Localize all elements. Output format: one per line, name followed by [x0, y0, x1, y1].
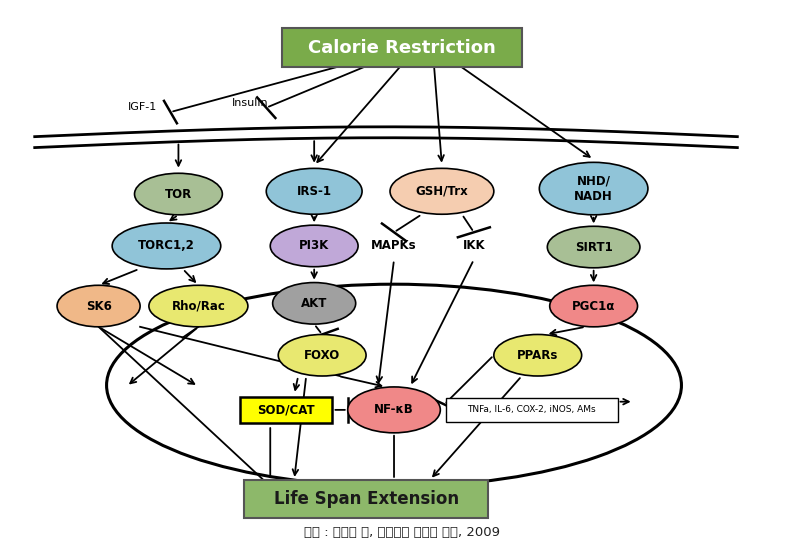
Text: Calorie Restriction: Calorie Restriction [308, 39, 495, 57]
Text: SOD/CAT: SOD/CAT [257, 404, 315, 416]
Text: MAPKs: MAPKs [371, 240, 416, 252]
Ellipse shape [57, 285, 140, 327]
Text: TOR: TOR [165, 188, 192, 200]
Text: IRS-1: IRS-1 [296, 185, 332, 198]
Text: TORC1,2: TORC1,2 [138, 240, 194, 252]
Text: SIRT1: SIRT1 [574, 241, 612, 253]
FancyBboxPatch shape [244, 480, 487, 518]
Ellipse shape [347, 387, 440, 433]
Text: AKT: AKT [300, 297, 327, 310]
Text: Rho/Rac: Rho/Rac [171, 300, 225, 312]
Text: PPARs: PPARs [516, 349, 558, 362]
Text: IGF-1: IGF-1 [128, 102, 157, 112]
Text: SK6: SK6 [86, 300, 112, 312]
Text: Insulin: Insulin [232, 98, 268, 108]
Bar [446, 397, 617, 422]
Ellipse shape [134, 173, 222, 215]
Ellipse shape [266, 168, 361, 214]
Ellipse shape [270, 225, 357, 267]
Ellipse shape [539, 162, 647, 215]
Ellipse shape [278, 335, 365, 376]
Ellipse shape [547, 226, 639, 268]
Ellipse shape [272, 283, 355, 324]
Ellipse shape [149, 285, 247, 327]
FancyBboxPatch shape [282, 28, 521, 67]
Text: PGC1α: PGC1α [571, 300, 614, 312]
Text: Life Span Extension: Life Span Extension [273, 490, 458, 508]
Ellipse shape [389, 168, 493, 214]
Text: 출처 : 정해영 등, 분자세포 생물학 뉴스, 2009: 출처 : 정해영 등, 분자세포 생물학 뉴스, 2009 [304, 526, 499, 539]
Text: GSH/Trx: GSH/Trx [415, 185, 467, 198]
Bar [240, 397, 332, 423]
Ellipse shape [549, 285, 637, 327]
Ellipse shape [493, 335, 581, 376]
Text: NHD/
NADH: NHD/ NADH [573, 174, 612, 203]
Ellipse shape [112, 223, 221, 269]
Text: PI3K: PI3K [299, 240, 329, 252]
Text: IKK: IKK [462, 240, 484, 252]
Text: NF-κB: NF-κB [373, 404, 414, 416]
Text: TNFa, IL-6, COX-2, iNOS, AMs: TNFa, IL-6, COX-2, iNOS, AMs [467, 405, 595, 415]
Text: FOXO: FOXO [304, 349, 340, 362]
